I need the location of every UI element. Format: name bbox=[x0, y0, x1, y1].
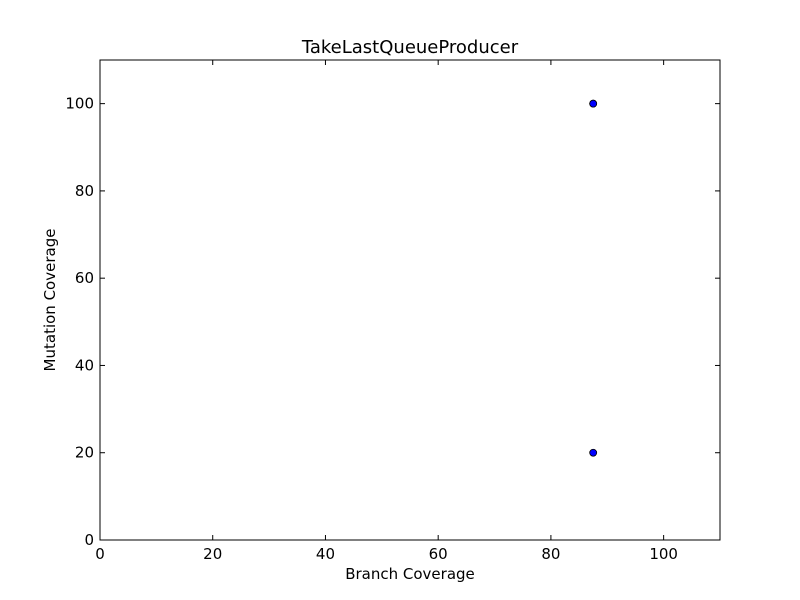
x-tick-label: 80 bbox=[541, 545, 560, 563]
y-axis-ticks: 0 20 40 60 80 100 bbox=[65, 95, 720, 549]
x-axis-label: Branch Coverage bbox=[345, 565, 475, 583]
y-tick-label: 0 bbox=[84, 531, 94, 549]
x-tick-label: 40 bbox=[316, 545, 335, 563]
data-points bbox=[589, 99, 598, 457]
y-tick-label: 60 bbox=[75, 269, 94, 287]
x-tick-label: 20 bbox=[203, 545, 222, 563]
y-axis-label: Mutation Coverage bbox=[41, 229, 59, 372]
scatter-point bbox=[589, 99, 598, 108]
x-tick-label: 0 bbox=[95, 545, 105, 563]
y-tick-label: 100 bbox=[65, 95, 94, 113]
plot-area bbox=[99, 59, 721, 541]
scatter-point bbox=[589, 448, 598, 457]
y-tick-label: 20 bbox=[75, 444, 94, 462]
y-tick-label: 80 bbox=[75, 182, 94, 200]
x-axis-ticks: 0 20 40 60 80 100 bbox=[95, 60, 678, 563]
x-tick-label: 60 bbox=[429, 545, 448, 563]
chart-title: TakeLastQueueProducer bbox=[301, 37, 519, 58]
x-tick-label: 100 bbox=[649, 545, 678, 563]
y-tick-label: 40 bbox=[75, 356, 94, 374]
